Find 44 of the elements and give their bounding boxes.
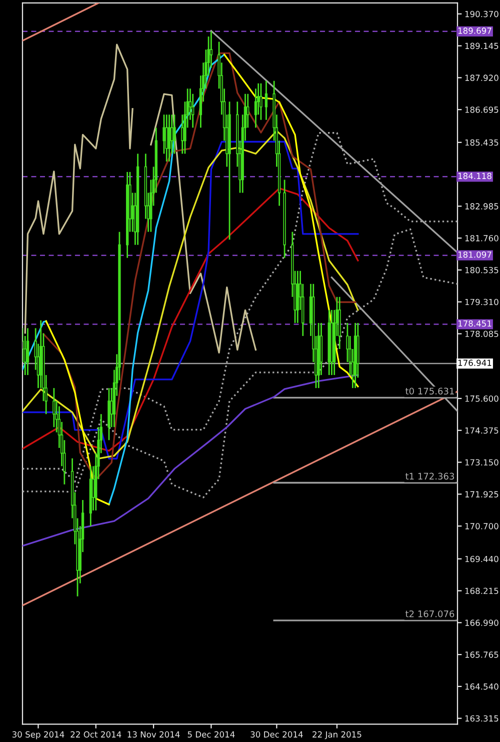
ref-line-label: 184.118 [458, 172, 492, 180]
x-tick-label: 22 Jan 2015 [312, 731, 362, 740]
y-tick-label: 166.990 [465, 620, 498, 626]
line-series [22, 188, 359, 452]
line-series [22, 228, 458, 498]
y-tick-label: 186.695 [465, 106, 498, 113]
y-tick-label: 173.150 [465, 459, 498, 466]
y-tick-label: 171.925 [465, 491, 498, 498]
y-tick-label: 182.985 [465, 203, 498, 210]
y-tick-label: 168.215 [465, 588, 498, 594]
annotation: t1 172.363 [405, 472, 454, 480]
ref-line-label: 178.451 [458, 320, 492, 327]
annotation: t0 175.631 [405, 388, 454, 395]
y-tick-label: 165.765 [465, 652, 498, 658]
y-tick-label: 178.085 [465, 330, 498, 338]
ref-line-label: 181.097 [458, 251, 492, 258]
x-tick-label: 5 Dec 2014 [188, 731, 235, 738]
y-tick-label: 175.600 [465, 395, 498, 402]
candlestick [26, 327, 30, 376]
y-tick-label: 163.315 [465, 715, 498, 722]
y-tick-label: 185.435 [465, 139, 498, 146]
y-tick-label: 164.540 [465, 683, 498, 690]
y-tick-label: 187.920 [465, 74, 498, 81]
y-tick-label: 169.440 [465, 556, 498, 562]
annotation: t2 167.076 [405, 610, 454, 618]
ref-line-label: 189.697 [458, 28, 492, 34]
x-tick-label: 22 Oct 2014 [70, 731, 122, 738]
y-tick-label: 179.310 [465, 298, 498, 306]
x-tick-label: 13 Nov 2014 [128, 731, 180, 738]
candlestick [165, 114, 168, 162]
candlestick [264, 80, 268, 121]
y-tick-label: 190.370 [465, 10, 498, 18]
candlestick [254, 88, 258, 128]
ref-line-label: 176.941 [458, 360, 492, 366]
candlestick [168, 114, 171, 162]
candlestick [173, 114, 176, 154]
y-tick-label: 181.760 [465, 235, 498, 242]
y-tick-label: 189.145 [465, 42, 498, 50]
y-tick-label: 170.700 [465, 523, 498, 530]
x-tick-label: 30 Dec 2014 [250, 731, 303, 738]
y-tick-label: 174.375 [465, 427, 498, 434]
x-tick-label: 30 Sep 2014 [12, 731, 64, 740]
y-tick-label: 180.535 [465, 266, 498, 274]
candlestick [260, 82, 262, 121]
